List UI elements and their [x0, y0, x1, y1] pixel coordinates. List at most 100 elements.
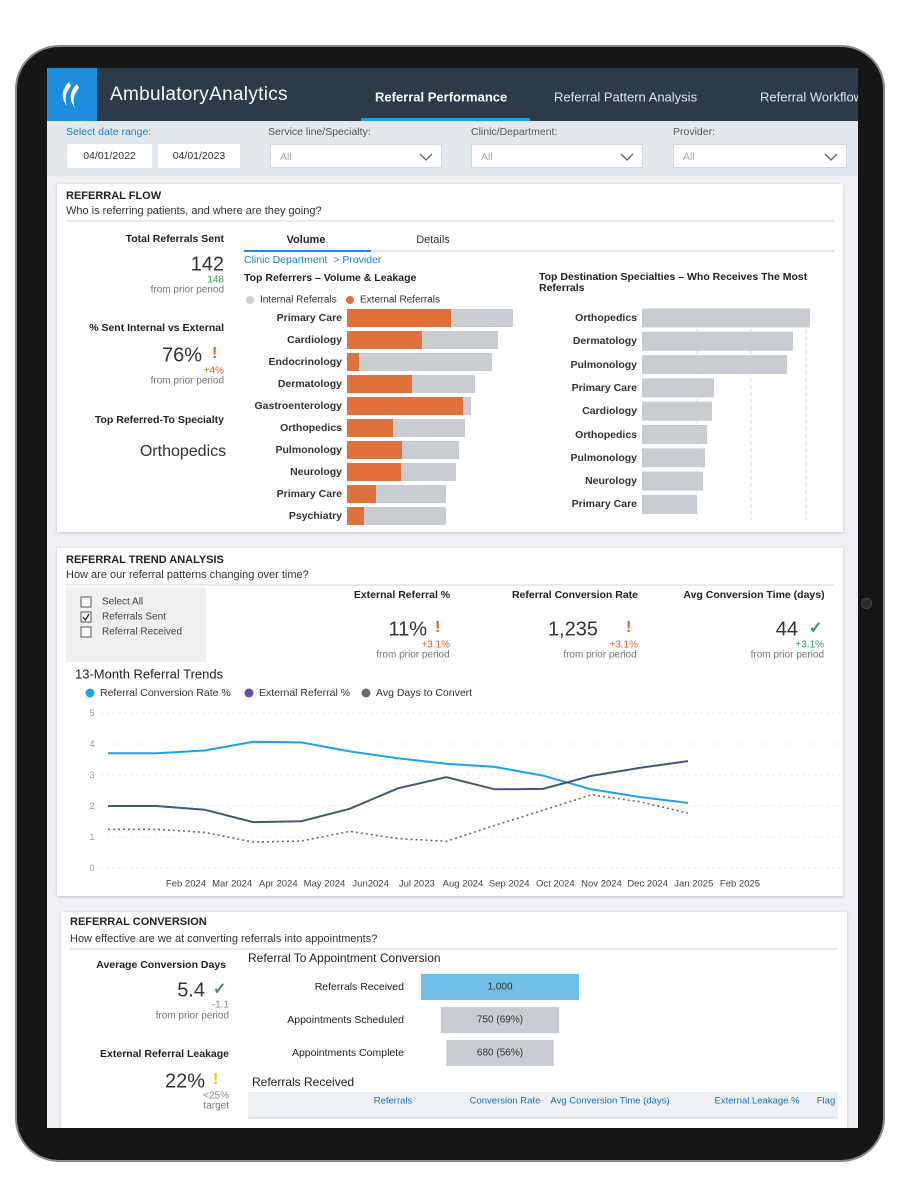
kpi-value: 44 [775, 618, 798, 641]
bar-segment [401, 463, 456, 481]
bar-segment [347, 507, 364, 525]
checkbox[interactable] [80, 611, 92, 623]
bar-label: Endocrinology [268, 356, 343, 368]
section-title: REFERRAL FLOW [66, 190, 162, 202]
bar [642, 471, 703, 491]
table-header: Flag [816, 1095, 836, 1107]
chevron [824, 153, 838, 161]
legend-marker [346, 296, 354, 304]
filter-bar: Select date range: 04/01/2022 04/01/2023 Se… [47, 121, 858, 176]
referral-flow-panel: REFERRAL FLOW Who is referring patients, … [57, 184, 843, 532]
view-tab[interactable]: Volume [286, 234, 326, 246]
funnel-bar [421, 974, 579, 1000]
x-tick-label: Sep 2024 [488, 878, 530, 890]
kpi-delta: -1.1 [211, 999, 229, 1011]
section-subtitle: How are our referral patterns changing o… [66, 569, 309, 581]
nav-tab[interactable]: Referral Workflow [760, 89, 858, 105]
bar-label: Orthopedics [575, 428, 637, 441]
bar [642, 448, 705, 468]
chart-title: 13-Month Referral Trends [75, 666, 224, 682]
bar-label: Primary Care [276, 488, 342, 500]
bar-label: Primary Care [571, 498, 637, 511]
x-tick-label: Mar 2024 [212, 878, 253, 890]
kpi-value: 11% [388, 618, 427, 641]
kpi-label: Avg Conversion Time (days) [683, 589, 825, 601]
kpi-label: External Referral % [353, 589, 451, 601]
legend-label: Avg Days to Convert [376, 687, 473, 699]
bar [642, 425, 707, 444]
dropdown[interactable]: All [471, 144, 643, 168]
kpi-value: 5.4 [177, 979, 205, 1002]
checkbox-label[interactable]: Select All [102, 596, 144, 608]
dropdown-value: All [481, 151, 493, 163]
logo [47, 68, 97, 121]
bar [642, 401, 712, 421]
bar-segment [347, 375, 412, 393]
active-tab-underline [361, 118, 530, 121]
date-input[interactable]: 04/01/2022 [67, 144, 152, 168]
screen: AmbulatoryAnalytics Referral Performance R… [47, 68, 858, 1128]
funnel-label: Appointments Complete [291, 1047, 404, 1059]
x-tick-label: Dec 2024 [627, 878, 668, 890]
checkmark [82, 613, 90, 622]
checkbox-label[interactable]: Referrals Sent [102, 611, 166, 623]
bar-label: Psychiatry [288, 510, 342, 522]
x-tick-label: Jul 2023 [398, 878, 435, 890]
bar [642, 355, 787, 375]
filter-label: Clinic/Department: [471, 126, 558, 138]
funnel-bar [440, 1007, 560, 1033]
panel-graphics [66, 584, 840, 869]
date-value: 04/01/2023 [172, 150, 226, 162]
section-title: REFERRAL CONVERSION [70, 916, 207, 928]
referral-trends-panel: REFERRAL TREND ANALYSIS How are our refer… [57, 548, 843, 896]
series-line [108, 793, 689, 843]
bar-segment [347, 463, 401, 481]
legend-marker [244, 688, 254, 698]
date-input[interactable]: 04/01/2023 [158, 144, 240, 168]
dropdown[interactable]: All [673, 144, 847, 168]
checkbox[interactable] [80, 596, 92, 608]
bar-label: Cardiology [582, 405, 637, 418]
kpi-flag: ! [626, 619, 632, 636]
view-tab[interactable]: Details [416, 234, 450, 246]
x-tick-label: Jan 2025 [674, 878, 714, 890]
filter-label: Select date range: [66, 126, 152, 138]
bar-segment [347, 441, 402, 459]
legend-label: External Referrals [360, 294, 441, 306]
kpi-value: Orthopedics [139, 443, 227, 460]
legend-label: Referral Conversion Rate % [100, 687, 231, 699]
bar-segment [412, 375, 475, 393]
chart-title: Top Destination Specialties – Who Receiv… [539, 271, 808, 294]
bar-label: Primary Care [276, 312, 342, 324]
table-header: External Leakage % [714, 1095, 800, 1107]
bar-segment [347, 397, 463, 415]
section-subtitle: How effective are we at converting refer… [70, 933, 378, 945]
legend-marker [246, 296, 254, 304]
funnel-value: 680 (56%) [476, 1047, 524, 1059]
kpi-note: from prior period [150, 375, 224, 387]
nav-tab[interactable]: Referral Pattern Analysis [554, 89, 698, 105]
checkbox[interactable] [80, 626, 92, 638]
bar-segment [359, 353, 492, 371]
table-header-bg [248, 1092, 838, 1118]
top-nav: AmbulatoryAnalytics Referral Performance R… [47, 68, 858, 121]
kpi-flag: ! [212, 345, 218, 362]
dropdown[interactable]: All [270, 144, 442, 168]
checkbox-label[interactable]: Referral Received [102, 626, 183, 638]
bar-label: Pulmonology [570, 358, 638, 371]
nav-tab[interactable]: Referral Performance [375, 89, 508, 105]
y-tick-label: 0 [89, 863, 95, 873]
date-value: 04/01/2022 [83, 150, 136, 162]
x-tick-label: Nov 2024 [581, 878, 622, 890]
x-tick-label: Apr 2024 [259, 878, 298, 890]
kpi-delta: <25% [203, 1090, 229, 1102]
bar-segment [364, 507, 446, 525]
bar-segment [376, 485, 446, 503]
bar-label: Primary Care [571, 381, 637, 394]
y-tick-label: 4 [89, 739, 95, 749]
bar-label: Pulmonology [570, 451, 638, 464]
kpi-label: % Sent Internal vs External [89, 322, 224, 334]
bar-label: Orthopedics [575, 312, 637, 324]
filter-label: Service line/Specialty: [268, 126, 371, 138]
kpi-flag: ✓ [809, 620, 823, 637]
